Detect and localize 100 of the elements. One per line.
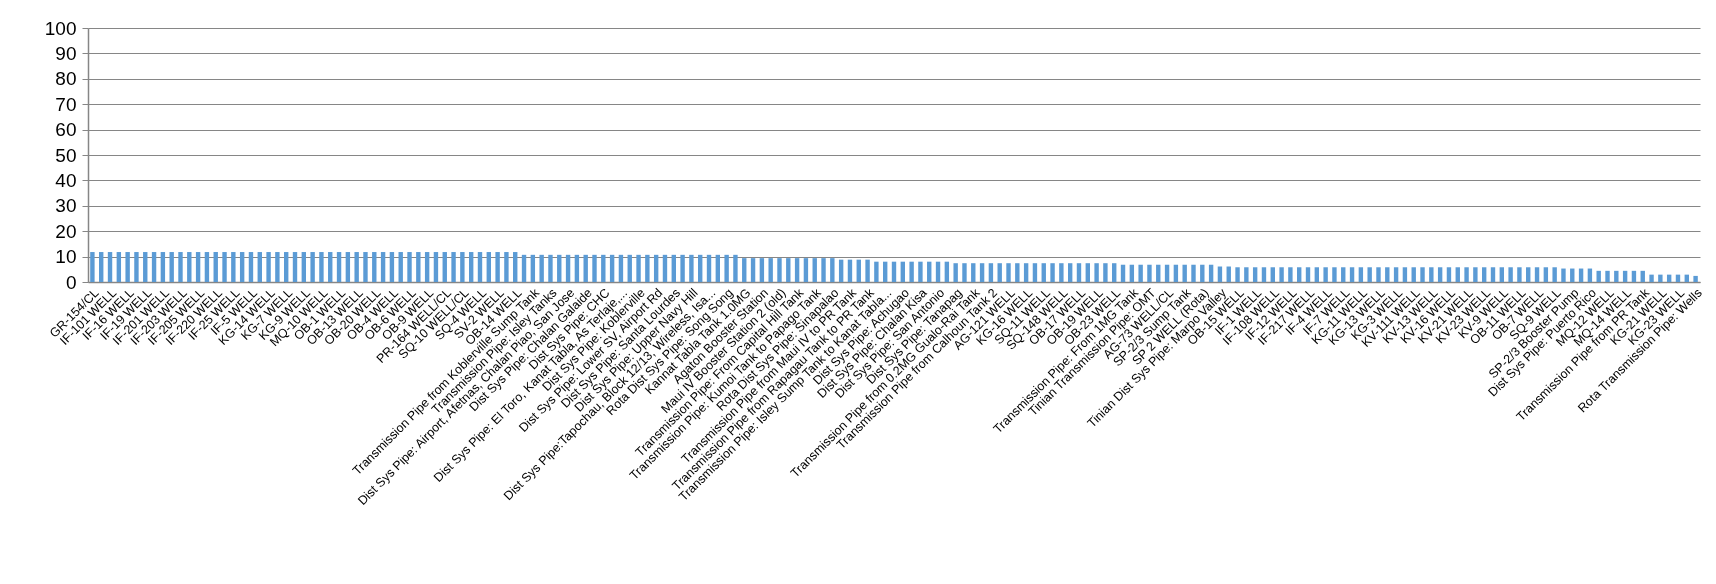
bar — [1314, 267, 1320, 282]
bar — [759, 258, 765, 282]
bar — [1032, 263, 1038, 282]
bar — [310, 252, 315, 282]
bar — [935, 261, 941, 282]
bar — [645, 254, 650, 282]
bar — [1358, 267, 1364, 282]
bar — [997, 263, 1002, 282]
bar — [1244, 267, 1249, 282]
bar — [1015, 263, 1020, 282]
bar — [328, 252, 333, 282]
bar — [275, 252, 280, 282]
bar — [1429, 267, 1434, 282]
bar — [292, 252, 298, 282]
bar — [504, 252, 509, 282]
y-tick-label: 0 — [65, 271, 77, 293]
bar — [891, 261, 897, 282]
bar — [319, 252, 324, 282]
bar — [187, 252, 192, 282]
bar — [266, 252, 271, 282]
bar — [1147, 264, 1152, 282]
bar — [231, 252, 236, 282]
bar — [1455, 267, 1460, 282]
bar — [882, 261, 888, 282]
bar — [1622, 270, 1628, 282]
bar — [1446, 267, 1452, 282]
bar — [627, 254, 632, 282]
bar — [1693, 275, 1698, 282]
bar — [548, 254, 553, 282]
bar — [900, 261, 906, 282]
bar — [1376, 267, 1381, 282]
bar — [618, 254, 624, 282]
bar — [1138, 264, 1143, 282]
bar — [574, 254, 580, 282]
bar — [495, 252, 500, 282]
bar — [733, 254, 738, 282]
bar — [1481, 267, 1487, 282]
bar — [953, 263, 958, 282]
bar — [1543, 267, 1549, 282]
bar — [1508, 267, 1513, 282]
bar — [1191, 264, 1196, 282]
bar — [424, 252, 430, 282]
bar — [1385, 267, 1390, 282]
bar — [1402, 267, 1408, 282]
bar — [134, 252, 139, 282]
bar — [151, 252, 157, 282]
bar — [363, 252, 368, 282]
bar — [521, 254, 527, 282]
bar — [354, 252, 359, 282]
bar — [1252, 267, 1258, 282]
bar — [1614, 270, 1619, 282]
bar — [662, 254, 668, 282]
y-tick-label: 70 — [55, 93, 77, 115]
bar — [1658, 274, 1663, 282]
bar — [1596, 270, 1601, 282]
bar — [530, 254, 536, 282]
bar — [1552, 267, 1557, 282]
bar — [988, 263, 994, 282]
bar — [944, 261, 950, 282]
bar — [592, 254, 597, 282]
bar — [865, 259, 870, 282]
bar — [1649, 274, 1654, 282]
bar — [1437, 267, 1443, 282]
bar — [1499, 267, 1505, 282]
bar — [1297, 267, 1302, 282]
bar — [178, 252, 183, 282]
bar — [407, 252, 412, 282]
bar — [416, 252, 421, 282]
bar — [143, 252, 148, 282]
bar — [222, 252, 227, 282]
bar — [116, 252, 122, 282]
bar — [812, 258, 817, 282]
bar — [1288, 267, 1293, 282]
bar — [204, 252, 210, 282]
bar — [398, 252, 403, 282]
bar — [1605, 270, 1610, 282]
bar — [979, 263, 985, 282]
bar — [962, 263, 967, 282]
bar — [1534, 267, 1540, 282]
bar — [1041, 263, 1046, 282]
bar — [653, 254, 659, 282]
bar — [539, 254, 544, 282]
bar — [1006, 263, 1011, 282]
bar — [389, 252, 395, 282]
bar — [1341, 267, 1346, 282]
bar — [1420, 267, 1425, 282]
bar — [565, 254, 571, 282]
bar — [1464, 267, 1469, 282]
bar — [777, 258, 782, 282]
bar — [838, 259, 844, 282]
bar — [1200, 264, 1205, 282]
bar — [513, 252, 518, 282]
bar — [451, 252, 456, 282]
bar — [1332, 267, 1337, 282]
bar — [715, 254, 721, 282]
bar — [1279, 267, 1284, 282]
bar — [195, 252, 201, 282]
bar — [1631, 270, 1637, 282]
y-tick-label: 20 — [55, 220, 77, 242]
bar — [971, 263, 976, 282]
